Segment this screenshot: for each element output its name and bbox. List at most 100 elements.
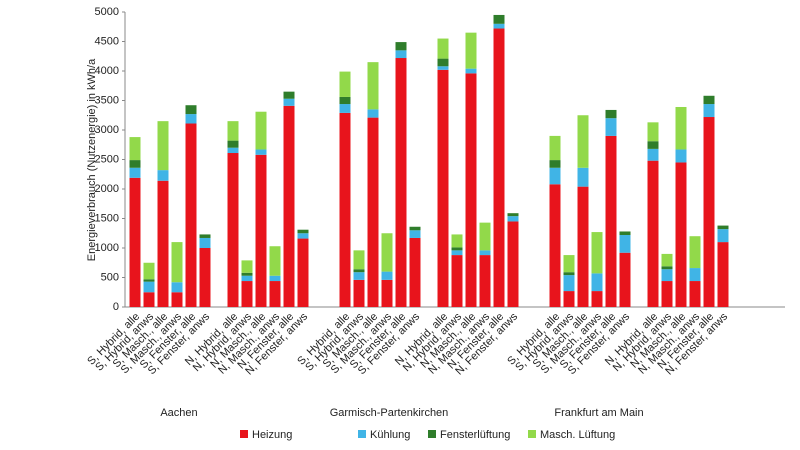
- bar-segment: [661, 253, 673, 267]
- bar-segment: [339, 71, 351, 97]
- y-tick-label: 4000: [95, 65, 119, 77]
- bar-segment: [381, 233, 393, 272]
- bar-segment: [241, 275, 253, 282]
- bar-segment: [157, 170, 169, 181]
- bar-segment: [577, 167, 589, 187]
- bar-segment: [591, 232, 603, 274]
- bar-segment: [493, 14, 505, 24]
- bar-segment: [451, 247, 463, 251]
- bar-segment: [437, 66, 449, 70]
- bar-segment: [549, 167, 561, 185]
- bar-segment: [549, 135, 561, 161]
- bar-segment: [647, 148, 659, 161]
- bar-segment: [605, 109, 617, 119]
- bar-segment: [689, 281, 701, 307]
- bar-segment: [269, 275, 281, 282]
- bar-segment: [563, 255, 575, 273]
- bar-segment: [241, 281, 253, 307]
- bar-segment: [297, 229, 309, 234]
- bar-segment: [563, 272, 575, 276]
- bar-segment: [227, 140, 239, 148]
- bar-segment: [339, 104, 351, 113]
- bar-segment: [465, 68, 477, 74]
- bar-segment: [717, 225, 729, 230]
- bar-segment: [199, 248, 211, 307]
- bar-segment: [283, 98, 295, 106]
- bar-segment: [283, 91, 295, 99]
- bar-segment: [507, 213, 519, 217]
- bar-segment: [451, 234, 463, 248]
- bar-segment: [395, 58, 407, 307]
- bar-segment: [255, 111, 267, 150]
- bar-segment: [255, 154, 267, 307]
- bar-segment: [367, 117, 379, 307]
- bar-segment: [451, 255, 463, 307]
- bar-segment: [605, 135, 617, 307]
- y-tick-label: 500: [101, 271, 119, 283]
- bar-segment: [409, 226, 421, 231]
- legend-label: Kühlung: [370, 429, 410, 441]
- bar-segment: [199, 237, 211, 248]
- bar-segment: [255, 149, 267, 155]
- legend-swatch: [358, 430, 366, 438]
- bar-segment: [577, 186, 589, 307]
- bar-segment: [717, 242, 729, 307]
- bar-segment: [689, 236, 701, 269]
- bar-segment: [395, 42, 407, 51]
- bar-segment: [493, 28, 505, 308]
- y-axis-title: Energieverbrauch (Nutzenergie) in kWh/a: [86, 58, 98, 261]
- bar-segment: [689, 268, 701, 282]
- bar-segment: [353, 279, 365, 307]
- bar-segment: [227, 147, 239, 154]
- bar-segment: [563, 291, 575, 307]
- bar-segment: [451, 250, 463, 256]
- bar-segment: [577, 115, 589, 168]
- bar-segment: [675, 106, 687, 150]
- bar-segment: [199, 234, 211, 238]
- bar-segment: [297, 238, 309, 307]
- bar-segment: [269, 281, 281, 307]
- y-tick-label: 1500: [95, 212, 119, 224]
- bar-segment: [409, 230, 421, 238]
- bar-segment: [605, 118, 617, 136]
- bar-segment: [563, 275, 575, 292]
- legend-swatch: [428, 430, 436, 438]
- group-label: Garmisch-Partenkirchen: [330, 407, 449, 419]
- legend-label: Fensterlüftung: [440, 429, 510, 441]
- bar-segment: [227, 153, 239, 307]
- bar-segment: [185, 105, 197, 115]
- y-tick-label: 3500: [95, 94, 119, 106]
- bar-segment: [171, 282, 183, 293]
- bar-segment: [675, 149, 687, 163]
- bar-segment: [591, 291, 603, 307]
- bar-segment: [591, 273, 603, 292]
- bar-segment: [507, 221, 519, 307]
- bar-segment: [269, 246, 281, 276]
- legend-label: Masch. Lüftung: [540, 429, 615, 441]
- bar-segment: [465, 73, 477, 307]
- bar-segment: [241, 272, 253, 276]
- bar-segment: [157, 180, 169, 307]
- bar-segment: [297, 233, 309, 239]
- bar-segment: [493, 23, 505, 29]
- bar-segment: [549, 160, 561, 168]
- bar-segment: [479, 255, 491, 307]
- bar-segment: [703, 104, 715, 118]
- legend-swatch: [240, 430, 248, 438]
- bar-segment: [619, 252, 631, 307]
- bar-segment: [717, 229, 729, 243]
- legend-label: Heizung: [252, 429, 292, 441]
- bar-segment: [241, 260, 253, 273]
- bar-segment: [171, 242, 183, 283]
- y-tick-label: 5000: [95, 6, 119, 18]
- y-tick-label: 3000: [95, 124, 119, 136]
- bar-segment: [143, 262, 155, 280]
- bar-segment: [227, 121, 239, 141]
- bar-segment: [437, 69, 449, 307]
- bar-segment: [129, 177, 141, 307]
- y-tick-label: 1000: [95, 242, 119, 254]
- y-tick-label: 0: [113, 301, 119, 313]
- y-tick-label: 2500: [95, 153, 119, 165]
- bar-segment: [661, 281, 673, 307]
